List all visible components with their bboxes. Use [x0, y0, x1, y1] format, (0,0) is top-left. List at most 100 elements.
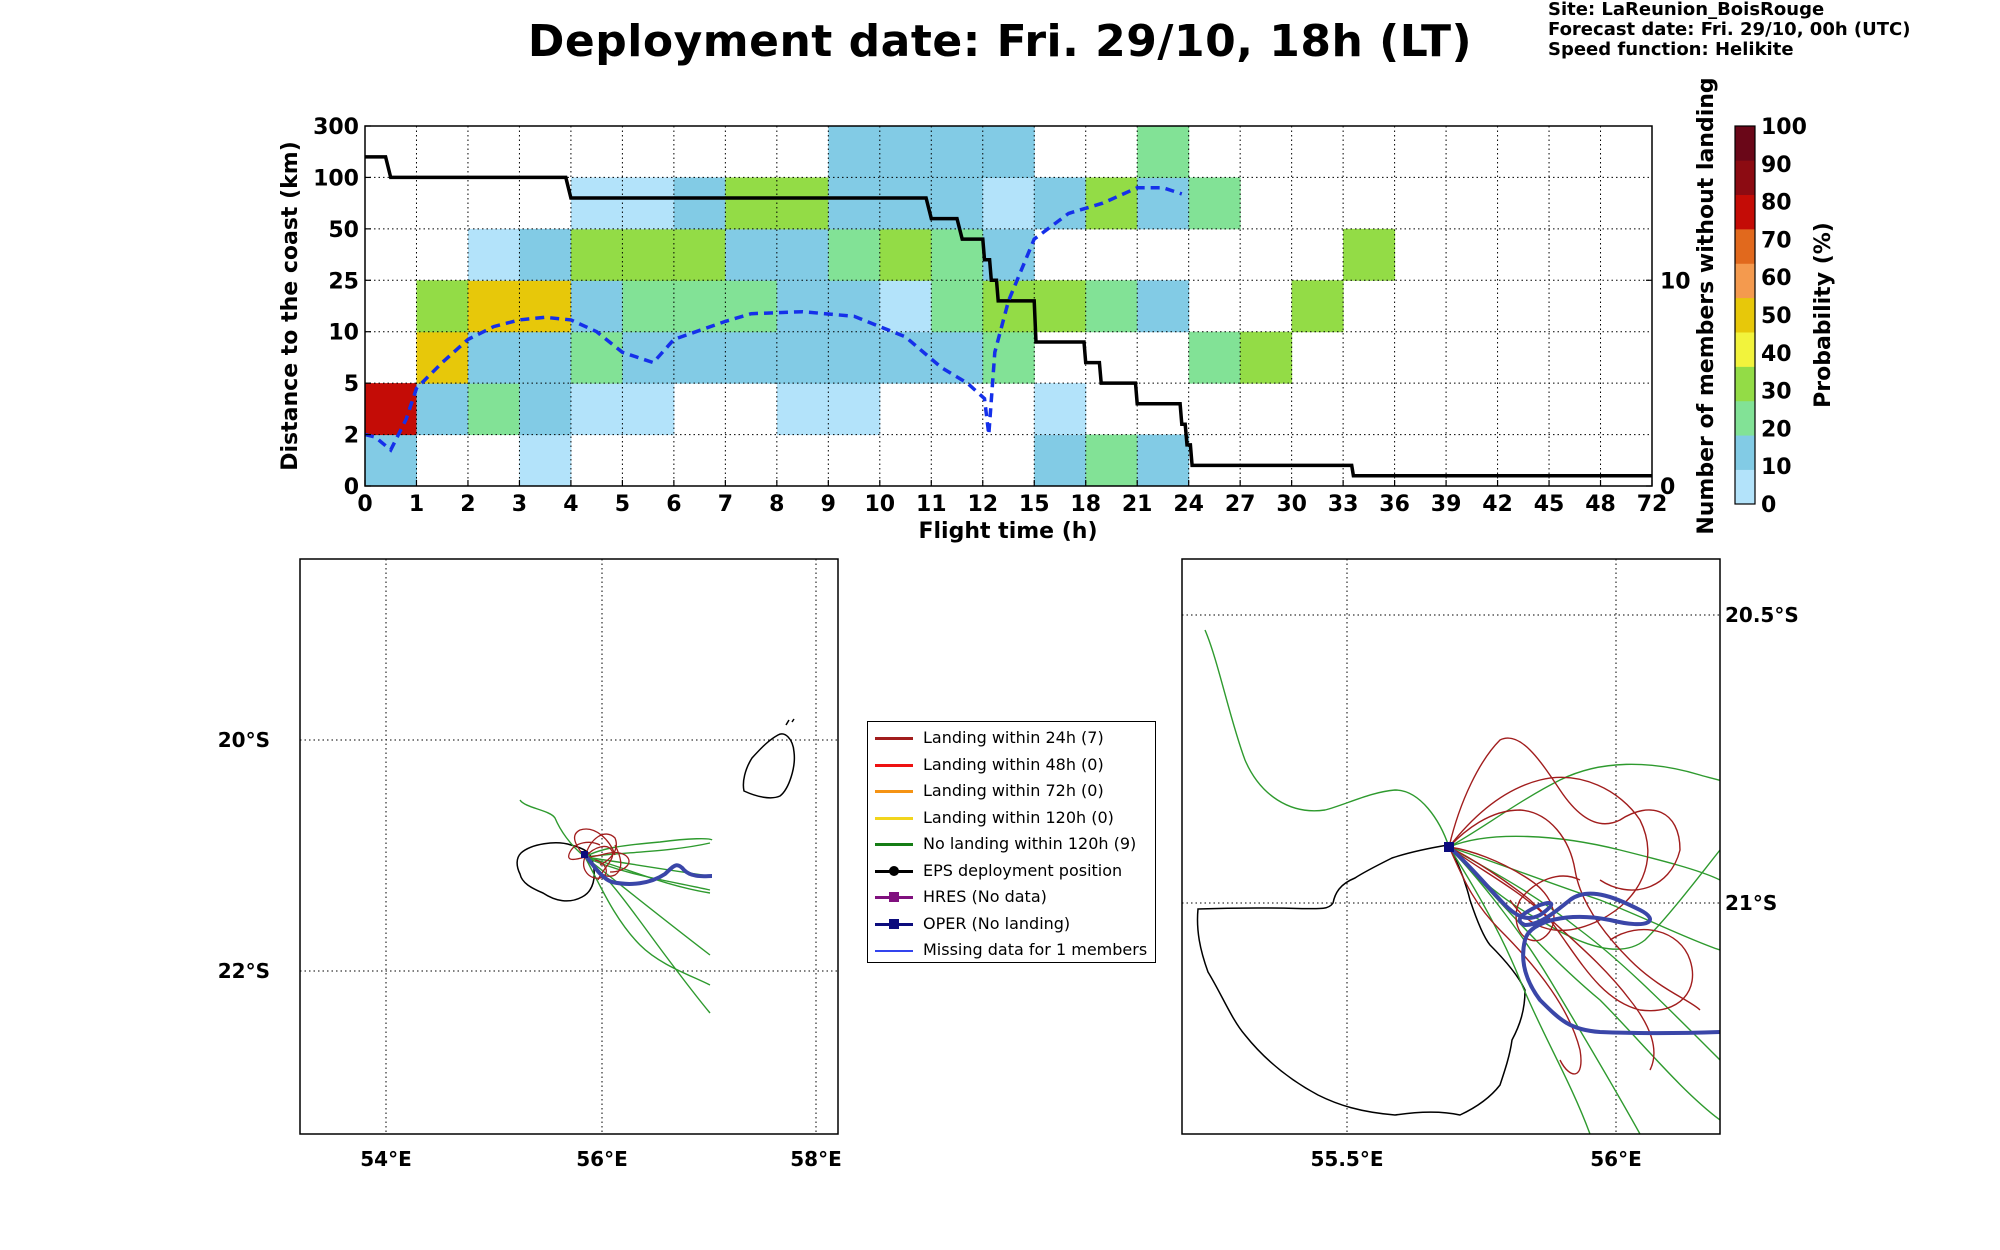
- legend-marker: [889, 892, 899, 902]
- heatmap-cell: [1188, 331, 1241, 384]
- legend-line-swatch: [875, 763, 913, 767]
- speed-text: Speed function: Helikite: [1548, 39, 1794, 60]
- colorbar-segment: [1735, 194, 1755, 230]
- eps-trajectory-no-landing: [584, 856, 711, 986]
- legend-item: Landing within 72h (0): [868, 778, 1155, 805]
- x-tick-label: 8: [769, 492, 784, 517]
- heatmap-cell: [416, 383, 469, 436]
- legend-label: Landing within 48h (0): [923, 754, 1104, 774]
- heatmap-cell: [673, 280, 726, 333]
- heatmap-cell: [673, 331, 726, 384]
- x-tick-label: 2: [460, 492, 475, 517]
- x-tick-label: 0: [357, 492, 372, 517]
- eps-trajectory-landing-24h: [1448, 737, 1681, 891]
- x-tick-label: 48: [1585, 492, 1616, 517]
- eps-trajectory-no-landing: [1448, 846, 1591, 1134]
- map-lon-label: 56°E: [576, 1147, 628, 1171]
- y-tick-label: 10: [328, 321, 359, 346]
- eps-trajectory-landing-24h: [1448, 846, 1694, 1012]
- x-tick-label: 24: [1173, 492, 1204, 517]
- heatmap-cell: [1343, 228, 1396, 281]
- forecast-text: Forecast date: Fri. 29/10, 00h (UTC): [1548, 19, 1911, 40]
- y-tick-label: 300: [313, 115, 359, 140]
- legend-label: Landing within 120h (0): [923, 807, 1114, 827]
- y2-tick-label: 0: [1660, 475, 1675, 500]
- eps-trajectory-landing-24h: [1448, 846, 1582, 1075]
- legend-item: No landing within 120h (9): [868, 831, 1155, 858]
- median-distance-line-group: [364, 185, 1183, 453]
- map-lat-label: 22°S: [218, 959, 270, 983]
- heatmap-cell: [879, 126, 932, 178]
- eps-trajectory-landing-24h: [573, 828, 616, 858]
- heatmap-cell: [725, 177, 778, 230]
- legend-label: OPER (No landing): [923, 913, 1071, 933]
- legend-item: Missing data for 1 members: [868, 937, 1155, 964]
- heatmap-cell: [776, 280, 829, 333]
- colorbar-segment: [1735, 332, 1755, 367]
- heatmap-cell: [931, 228, 984, 281]
- x-tick-label: 5: [615, 492, 630, 517]
- heatmap-cells: [365, 126, 1396, 487]
- heatmap-cell: [519, 331, 572, 384]
- map-legend: Landing within 24h (7) Landing within 48h…: [867, 721, 1156, 963]
- heatmap-cell: [622, 280, 675, 333]
- heatmap-cell: [1137, 126, 1190, 178]
- y-tick-label: 0: [344, 475, 359, 500]
- heatmap-cell: [828, 177, 881, 230]
- x-tick-label: 21: [1122, 492, 1153, 517]
- heatmap-cell: [673, 228, 726, 281]
- map-frame: [299, 558, 839, 1135]
- site-text: Site: LaReunion_BoisRouge: [1548, 0, 1825, 20]
- heatmap-cell: [982, 126, 1035, 178]
- heatmap-cell: [931, 331, 984, 384]
- heatmap-cell: [570, 177, 623, 230]
- colorbar-tick-label: 0: [1761, 493, 1776, 518]
- x-tick-label: 39: [1431, 492, 1462, 517]
- map-frame: [1181, 558, 1721, 1135]
- legend-item: EPS deployment position: [868, 858, 1155, 885]
- heatmap-cell: [570, 228, 623, 281]
- reunion-island-outline: [516, 842, 595, 902]
- heatmap-cell: [776, 331, 829, 384]
- eps-trajectory-no-landing: [519, 799, 586, 858]
- heatmap-cell: [828, 126, 881, 178]
- heatmap-cell: [1034, 434, 1087, 487]
- heatmap-cell: [570, 383, 623, 436]
- legend-item: HRES (No data): [868, 884, 1155, 911]
- heatmap-cell: [879, 331, 932, 384]
- eps-trajectory-landing-24h: [1448, 776, 1649, 932]
- heatmap-cell: [622, 177, 675, 230]
- overview-map: 54°E 56°E 58°E 20°S 22°S: [218, 558, 842, 1171]
- eps-trajectory-no-landing: [584, 856, 711, 891]
- heatmap-cell: [725, 228, 778, 281]
- heatmap-cell: [879, 177, 932, 230]
- x-tick-label: 4: [563, 492, 578, 517]
- y-tick-label: 5: [344, 372, 359, 397]
- heatmap-cell: [982, 177, 1035, 230]
- heatmap-cell: [828, 331, 881, 384]
- map-content: [300, 559, 838, 1134]
- heatmap-cell: [519, 383, 572, 436]
- map-lat-label: 20.5°S: [1725, 603, 1799, 627]
- heatmap-cell: [879, 228, 932, 281]
- plot-frame: [364, 125, 1653, 487]
- deployment-position-marker: [581, 851, 588, 858]
- x-tick-label: 15: [1019, 492, 1050, 517]
- x-tick-label: 10: [864, 492, 895, 517]
- legend-marker: [889, 918, 899, 929]
- legend-label: Landing within 24h (7): [923, 728, 1104, 747]
- colorbar-tick-label: 50: [1761, 304, 1792, 329]
- colorbar-segment: [1735, 400, 1755, 436]
- heatmap-cell: [931, 126, 984, 178]
- legend-line-swatch: [875, 790, 913, 793]
- heatmap-cell: [1034, 280, 1087, 333]
- heatmap-cell: [828, 383, 881, 436]
- y-axis-label: Distance to the coast (km): [278, 141, 303, 471]
- reunion-island-outline: [1196, 844, 1526, 1116]
- y2-axis-label: Number of members without landing: [1694, 77, 1719, 534]
- heatmap-cell: [519, 228, 572, 281]
- heatmap-cell: [725, 280, 778, 333]
- x-tick-label: 11: [916, 492, 947, 517]
- heatmap-frame: [364, 125, 1653, 487]
